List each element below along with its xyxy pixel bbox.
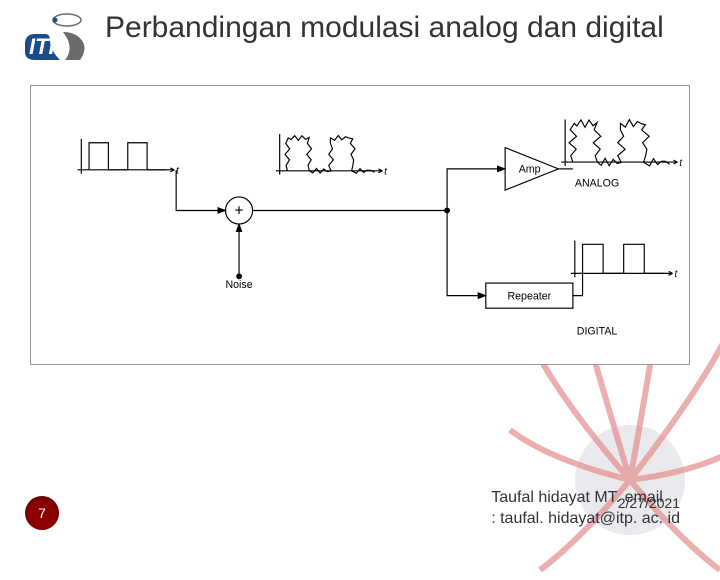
svg-text:DIGITAL: DIGITAL bbox=[577, 325, 618, 337]
diagram-container: t + Noise t Amp ANALOG t Repeater DIGITAL t bbox=[30, 85, 690, 365]
svg-text:+: + bbox=[235, 202, 244, 219]
svg-text:Noise: Noise bbox=[225, 279, 252, 291]
footer-text: Taufal hidayat MT. email 2/27/2021 : tau… bbox=[491, 488, 680, 530]
svg-text:t: t bbox=[674, 269, 678, 280]
svg-text:ANALOG: ANALOG bbox=[575, 177, 619, 189]
svg-text:t: t bbox=[176, 166, 180, 177]
svg-text:ITP: ITP bbox=[29, 34, 64, 59]
svg-text:Repeater: Repeater bbox=[507, 291, 551, 303]
svg-text:t: t bbox=[679, 158, 683, 169]
svg-text:Amp: Amp bbox=[519, 164, 541, 176]
page-number-badge: 7 bbox=[25, 496, 59, 530]
footer-email: : taufal. hidayat@itp. ac. id bbox=[491, 510, 680, 527]
logo: ITP bbox=[15, 10, 95, 65]
svg-text:t: t bbox=[384, 167, 388, 178]
footer-date: 2/27/2021 bbox=[618, 494, 680, 512]
slide-title: Perbandingan modulasi analog dan digital bbox=[105, 10, 664, 46]
